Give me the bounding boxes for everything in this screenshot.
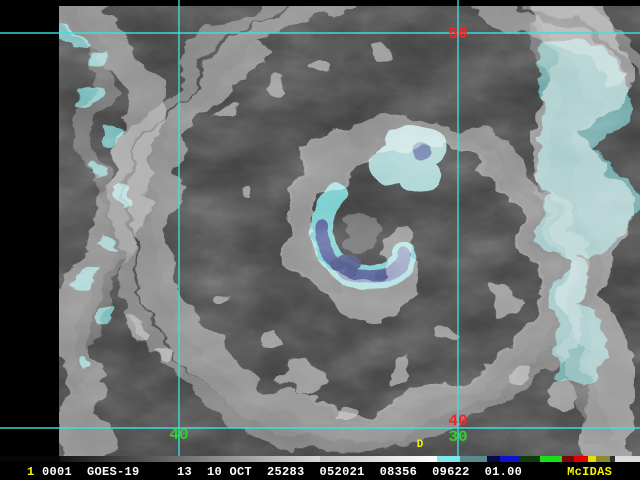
svg-text:40: 40: [169, 426, 188, 444]
svg-text:50: 50: [448, 25, 467, 43]
svg-text:D: D: [417, 439, 424, 451]
svg-text:30: 30: [448, 428, 467, 446]
